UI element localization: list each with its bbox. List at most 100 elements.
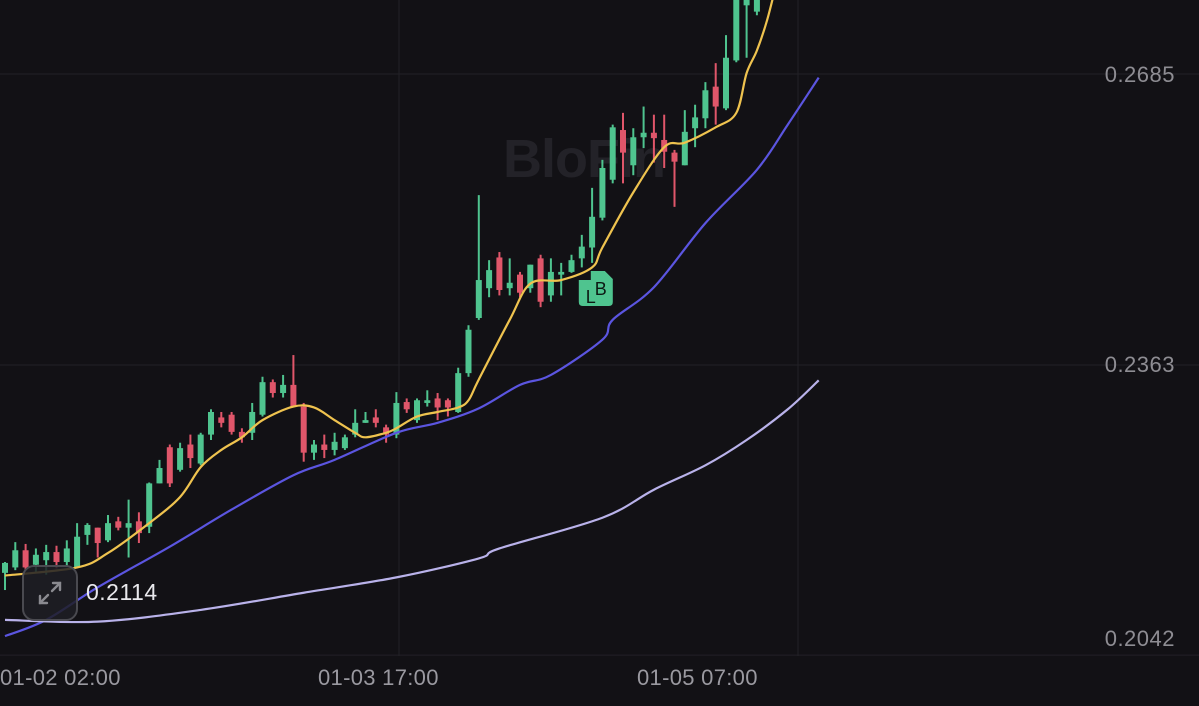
candle-down bbox=[228, 411, 235, 435]
candle-up bbox=[2, 562, 8, 591]
candle-up bbox=[692, 104, 699, 148]
candle-body bbox=[341, 437, 348, 449]
candle-body bbox=[280, 384, 287, 394]
candle-body bbox=[692, 117, 699, 129]
candle-body bbox=[455, 373, 462, 412]
candle-body bbox=[238, 431, 245, 438]
candle-body bbox=[331, 441, 338, 450]
candle-down bbox=[321, 434, 328, 459]
candle-down bbox=[517, 271, 523, 298]
candle-down bbox=[496, 252, 503, 296]
candle-up bbox=[733, 0, 740, 63]
candle-body bbox=[32, 554, 39, 565]
candle-body bbox=[640, 132, 647, 138]
candle-body bbox=[434, 398, 441, 408]
candle-up bbox=[156, 459, 163, 484]
candle-body bbox=[630, 137, 637, 166]
candle-body bbox=[475, 280, 482, 319]
candle-body bbox=[681, 131, 688, 166]
candle-body bbox=[311, 444, 317, 453]
candle-down bbox=[53, 545, 60, 569]
candle-up bbox=[84, 523, 91, 545]
candle-up bbox=[197, 432, 204, 466]
x-tick-label: 01-03 17:00 bbox=[318, 665, 439, 690]
candle-down bbox=[372, 409, 379, 428]
candle-down bbox=[238, 428, 245, 443]
candle-up bbox=[259, 376, 266, 417]
ma-short-line bbox=[4, 0, 774, 577]
candle-body bbox=[620, 130, 626, 153]
candle-up bbox=[249, 402, 256, 441]
candle-up bbox=[702, 82, 709, 129]
candle-up bbox=[568, 254, 575, 273]
candle-up bbox=[723, 35, 729, 111]
trade-marker[interactable]: LB bbox=[578, 271, 613, 307]
candle-down bbox=[650, 114, 657, 163]
candle-up bbox=[753, 0, 760, 16]
candle-body bbox=[249, 411, 256, 433]
candle-body bbox=[125, 523, 132, 528]
y-tick-label: 0.2685 bbox=[1104, 62, 1175, 87]
candle-down bbox=[218, 411, 225, 428]
candle-body bbox=[300, 406, 307, 453]
candle-body bbox=[414, 400, 420, 421]
candle-up bbox=[578, 234, 585, 268]
candle-body bbox=[74, 536, 81, 568]
candle-body bbox=[63, 548, 70, 563]
candles bbox=[2, 0, 760, 591]
candle-down bbox=[166, 444, 173, 488]
candle-up bbox=[599, 159, 606, 221]
candle-up bbox=[506, 258, 513, 296]
candle-body bbox=[197, 434, 204, 464]
candle-body bbox=[352, 422, 359, 435]
candle-down bbox=[94, 527, 101, 558]
candle-up bbox=[362, 411, 369, 423]
ma-mid-line bbox=[4, 77, 820, 638]
candle-down bbox=[115, 516, 122, 531]
candle-body bbox=[84, 524, 91, 535]
trade-marker-badge bbox=[578, 271, 613, 306]
candle-up bbox=[589, 187, 596, 263]
candle-up bbox=[105, 515, 111, 543]
candle-down bbox=[661, 114, 668, 168]
candle-body bbox=[2, 562, 8, 573]
candle-up bbox=[486, 260, 493, 298]
candle-up bbox=[681, 110, 688, 166]
candle-body bbox=[321, 444, 328, 450]
candle-body bbox=[156, 468, 163, 484]
candle-body bbox=[187, 444, 194, 459]
candle-body bbox=[135, 521, 142, 534]
candle-body bbox=[218, 417, 225, 423]
candle-body bbox=[269, 382, 276, 394]
candle-down bbox=[187, 434, 194, 469]
last-price-label: 0.2114 bbox=[86, 579, 158, 605]
candle-body bbox=[12, 550, 19, 568]
candle-down bbox=[135, 512, 142, 544]
candle-body bbox=[486, 270, 493, 289]
candle-body bbox=[506, 282, 513, 289]
candle-body bbox=[115, 521, 122, 528]
ma-long-line bbox=[4, 379, 820, 624]
candle-down bbox=[403, 398, 410, 413]
candle-body bbox=[362, 420, 369, 423]
candle-body bbox=[22, 550, 29, 568]
candle-body bbox=[53, 552, 60, 563]
candle-down bbox=[300, 402, 307, 462]
candle-up bbox=[12, 542, 19, 571]
candle-up bbox=[465, 325, 472, 377]
candle-body bbox=[465, 329, 472, 374]
candle-down bbox=[434, 393, 441, 421]
candle-up bbox=[609, 124, 616, 184]
expand-button[interactable] bbox=[22, 565, 78, 621]
candle-down bbox=[269, 379, 276, 398]
x-tick-label: 01-05 07:00 bbox=[637, 665, 758, 690]
candle-up bbox=[475, 195, 482, 320]
candle-body bbox=[702, 90, 709, 119]
candle-up bbox=[63, 540, 70, 567]
candle-body bbox=[650, 132, 657, 139]
candle-body bbox=[444, 400, 451, 408]
candle-body bbox=[166, 447, 173, 484]
candle-body bbox=[496, 257, 503, 290]
x-tick-label: 01-02 02:00 bbox=[0, 665, 121, 690]
